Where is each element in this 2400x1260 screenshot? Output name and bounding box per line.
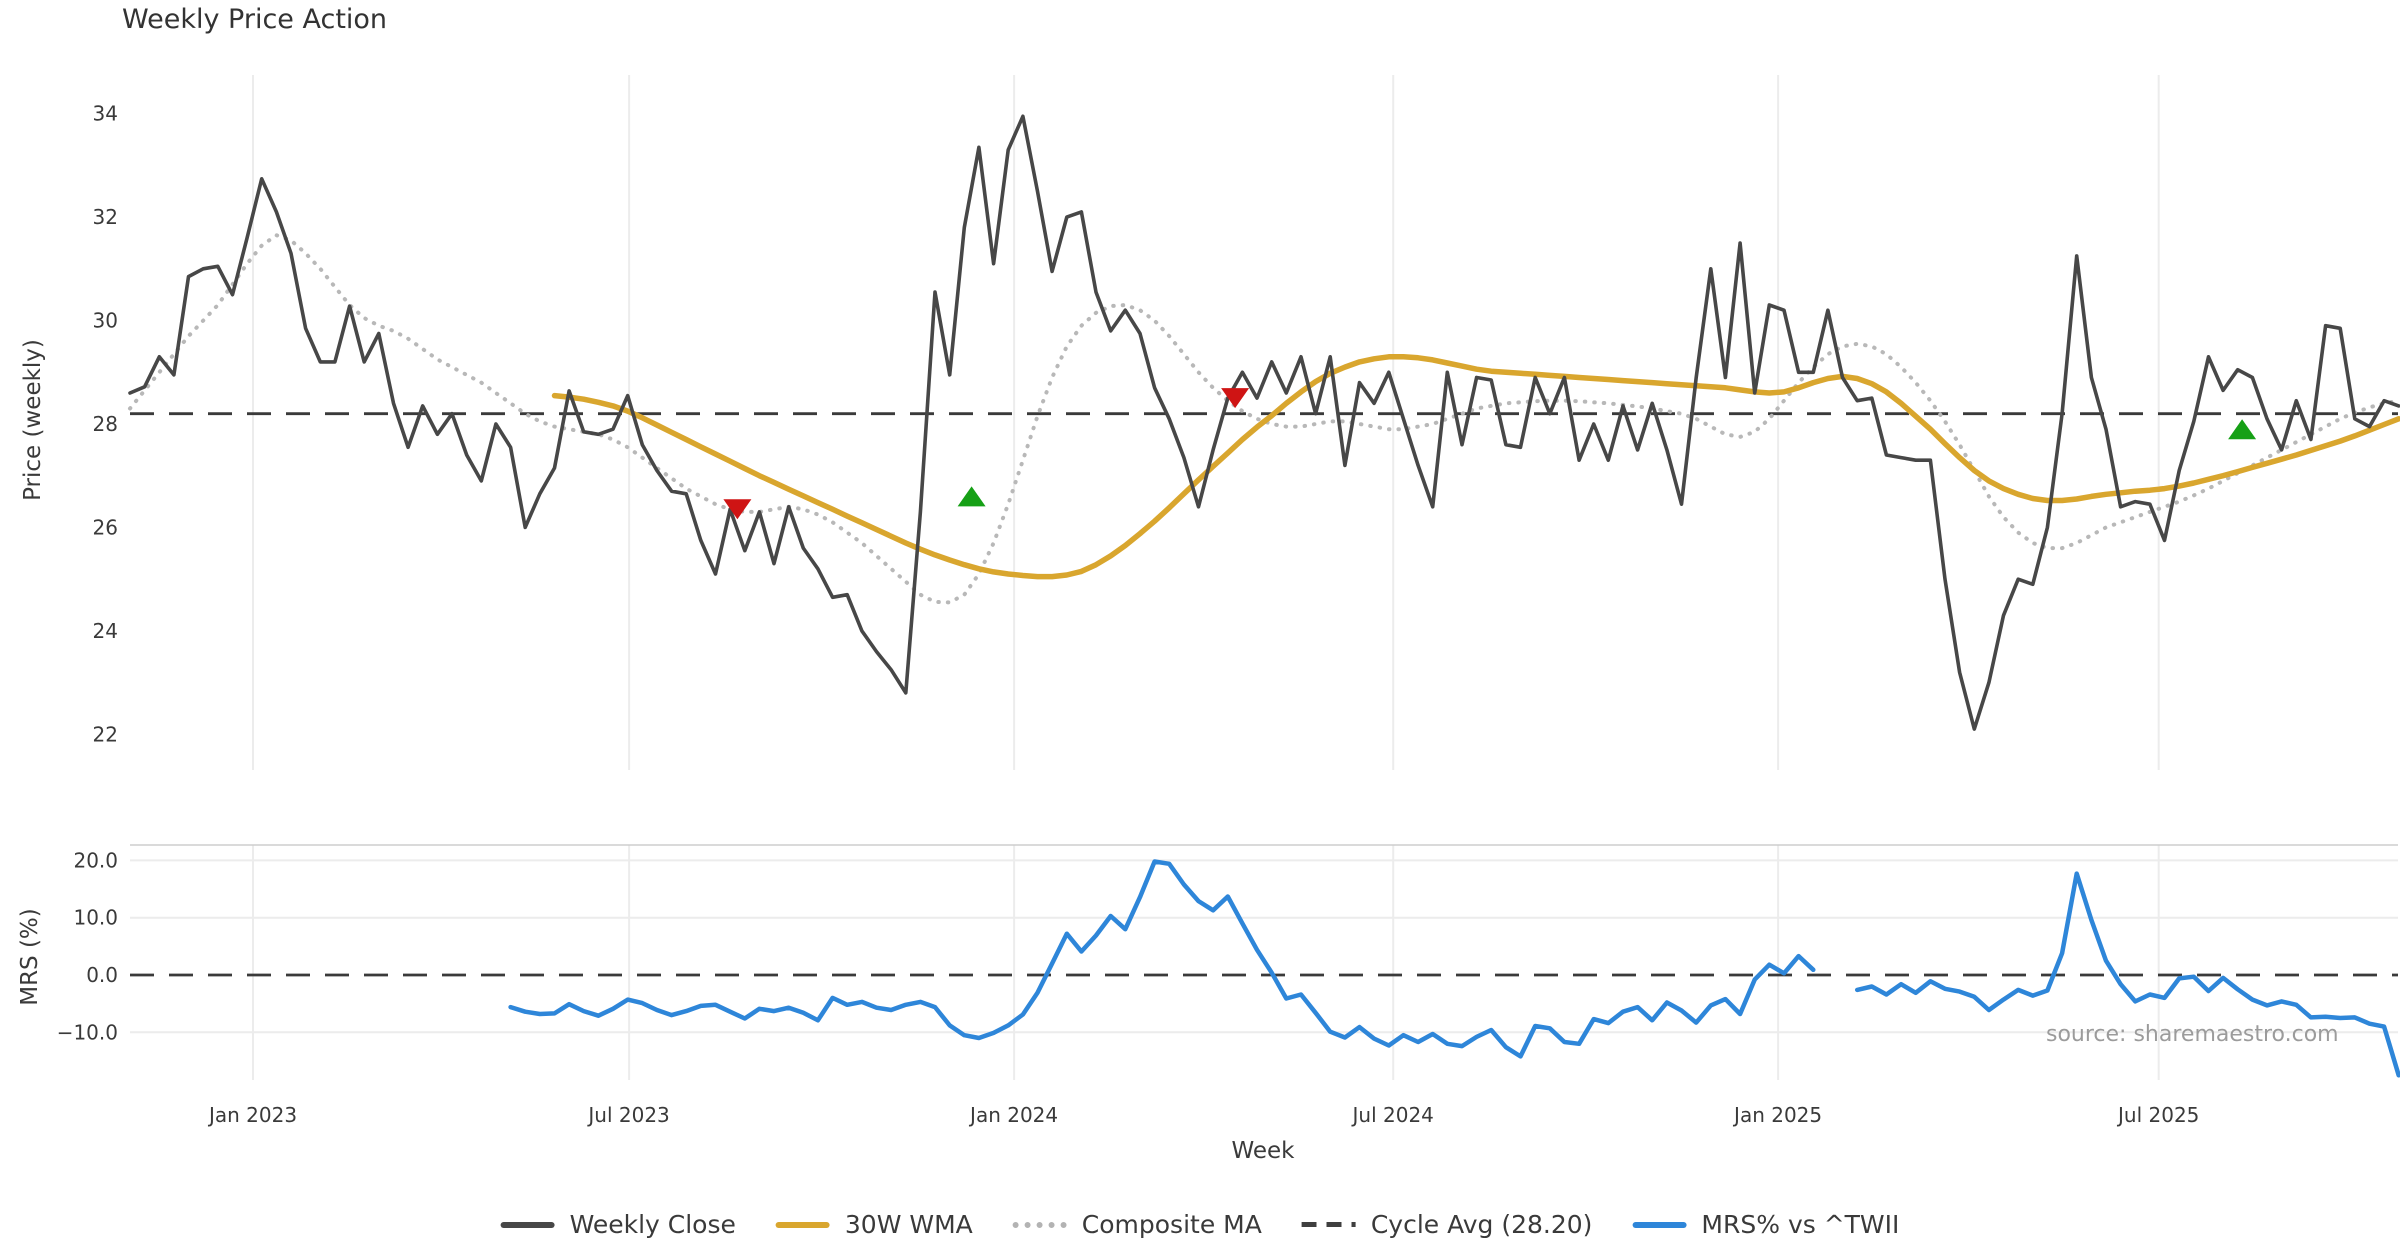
price-ytick-24: 24: [93, 619, 118, 643]
mrs-line: [508, 859, 1816, 1059]
price-ytick-34: 34: [93, 102, 118, 126]
xtick-Jan-2025: Jan 2025: [1732, 1103, 1822, 1127]
price-axis-label: Price (weekly): [20, 339, 46, 501]
xtick-Jan-2023: Jan 2023: [207, 1103, 297, 1127]
legend-label-composite: Composite MA: [1081, 1210, 1262, 1239]
weekly-close-line-swatch-icon: [500, 1221, 555, 1228]
wma-line-swatch-icon: [775, 1221, 830, 1228]
legend-item-cycle-avg: Cycle Avg (28.20): [1301, 1210, 1593, 1239]
mrs-line-seg2: [1854, 871, 2400, 1078]
legend-label-weekly-close: Weekly Close: [569, 1210, 736, 1239]
wma-line: [551, 354, 2400, 580]
composite-ma-line: [128, 233, 2400, 605]
legend: Weekly Close 30W WMA Composite MA Cycle …: [500, 1210, 1899, 1239]
mrs-axis-label: MRS (%): [17, 908, 43, 1006]
mrs-ytick--10: −10.0: [57, 1020, 118, 1044]
buy-marker-icon-4: [2228, 419, 2257, 440]
mrs-ytick-0: 0.0: [86, 963, 118, 987]
sell-marker-icon-3: [1221, 388, 1250, 409]
xtick-Jan-2024: Jan 2024: [968, 1103, 1058, 1127]
legend-item-composite: Composite MA: [1012, 1210, 1262, 1239]
buy-marker-icon-2: [957, 486, 986, 507]
weekly-close-line: [128, 114, 2400, 731]
price-ytick-32: 32: [93, 205, 118, 229]
legend-item-weekly-close: Weekly Close: [500, 1210, 736, 1239]
xtick-Jul-2023: Jul 2023: [586, 1103, 669, 1127]
chart-title: Weekly Price Action: [122, 4, 388, 35]
xtick-Jul-2024: Jul 2024: [1351, 1103, 1434, 1127]
xtick-Jul-2025: Jul 2025: [2116, 1103, 2199, 1127]
x-axis-label: Week: [1231, 1138, 1295, 1164]
legend-item-wma: 30W WMA: [775, 1210, 973, 1239]
cycle-avg-dashed-swatch-icon: [1301, 1222, 1356, 1227]
legend-label-mrs: MRS% vs ^TWII: [1701, 1210, 1900, 1239]
price-ytick-30: 30: [93, 309, 118, 333]
mrs-ytick-10: 10.0: [73, 906, 118, 930]
mrs-line-swatch-icon: [1632, 1221, 1687, 1228]
legend-item-mrs: MRS% vs ^TWII: [1632, 1210, 1899, 1239]
mrs-ytick-20: 20.0: [73, 848, 118, 872]
legend-label-cycle-avg: Cycle Avg (28.20): [1370, 1210, 1593, 1239]
price-ytick-26: 26: [93, 515, 118, 539]
source-watermark: source: sharemaestro.com: [2046, 1022, 2339, 1047]
price-ytick-22: 22: [93, 722, 118, 746]
composite-dotted-swatch-icon: [1012, 1221, 1067, 1228]
price-ytick-28: 28: [93, 412, 118, 436]
sell-marker-icon-1: [723, 499, 752, 520]
legend-label-wma: 30W WMA: [844, 1210, 973, 1239]
